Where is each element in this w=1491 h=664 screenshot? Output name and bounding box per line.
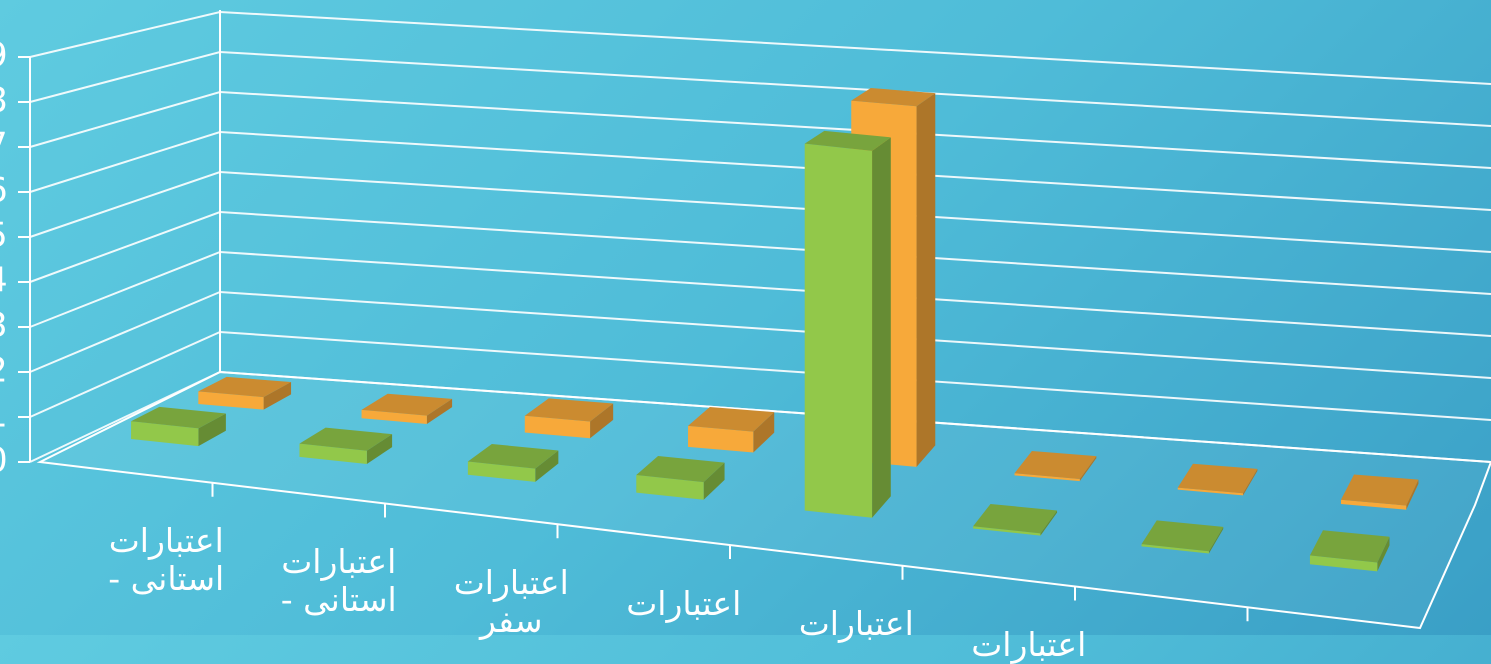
grid-line [29,10,1491,85]
bar-top [804,130,891,151]
bar-top [1141,520,1224,552]
grid-line [29,170,1491,253]
bar-top [636,456,725,483]
bar-side [1079,456,1097,482]
bar-side [1243,468,1258,496]
bar-side [535,450,559,482]
bar-top [1340,474,1419,506]
y-tick-label: 0 [0,441,8,481]
bar-front [1141,544,1209,554]
bar-top [198,376,292,398]
y-tick-label: 2 [0,351,8,391]
bar [361,393,453,424]
bar-front [688,425,754,453]
x-tick-label: اعتبارات استانی - [108,521,225,599]
y-tick-label: 1 [0,396,8,436]
bar-top [1177,463,1258,494]
bar [973,503,1058,536]
y-tick-label: 4 [0,261,8,301]
bar [1014,451,1097,482]
grid-line [29,90,1491,169]
bar-side [1406,479,1419,510]
bar-front [1014,473,1080,482]
y-tick-label: 5 [0,216,8,256]
bar-front [524,415,591,439]
bar [524,398,614,439]
grid-line [29,50,1491,127]
bar-side [426,398,453,424]
bar-side [1377,536,1390,572]
bar [1309,530,1390,572]
bar-front [973,526,1041,536]
x-tick-label: اعتبارات [798,604,914,644]
bar-side [1208,526,1224,554]
x-tick-label: اعتبارات سفر [453,562,569,640]
x-tick-label: اعتبارات [971,625,1087,664]
page: {"chart_data": {"type": "bar3d", "catego… [0,0,1491,635]
grid-line [29,130,1491,211]
bar [804,130,891,518]
bar [299,427,393,464]
bar-top [299,427,393,451]
bar-side [366,434,393,464]
bar-side [263,382,292,410]
bar-side [753,412,775,453]
bar-front [1309,555,1378,572]
bar-top [131,406,226,429]
chart: 0 1 2 3 4 5 6 7 8 9 [0,10,1491,630]
bar-side [872,137,891,518]
bar-top [467,443,559,469]
bar [131,406,226,447]
bar-top [1014,451,1097,480]
bar [636,456,725,500]
floor [36,370,1491,630]
bar [1340,474,1419,510]
bar [198,376,292,410]
bar-top [688,407,775,432]
x-tick-label: اعتبارات استانی - [280,542,397,620]
bar-side [590,403,614,439]
bar-front [131,421,199,447]
bar-side [198,413,226,447]
y-tick-label: 9 [0,36,8,76]
bar-side [703,462,725,500]
bar-top [851,88,936,107]
y-tick-label: 7 [0,126,8,166]
bar-side [1040,510,1058,536]
bar-top [973,503,1058,534]
bar-front [1177,487,1244,496]
bar [1177,463,1258,496]
bar [1141,520,1224,554]
y-tick-label: 3 [0,306,8,346]
bar [688,407,775,453]
bar-front [361,409,427,424]
bar-front [636,474,704,500]
bar-front [1340,499,1407,510]
bar-front [804,143,873,518]
bar-front [299,443,367,464]
bar-side [916,93,936,467]
bar [467,443,559,482]
y-tick-label: 8 [0,81,8,121]
x-tick-label: اعتبارات [626,583,742,623]
bar-top [524,398,614,422]
bar-front [198,391,264,410]
bar-top [361,393,453,416]
bar-front [467,461,536,482]
bar-top [1309,530,1390,563]
y-tick-label: 6 [0,171,8,211]
